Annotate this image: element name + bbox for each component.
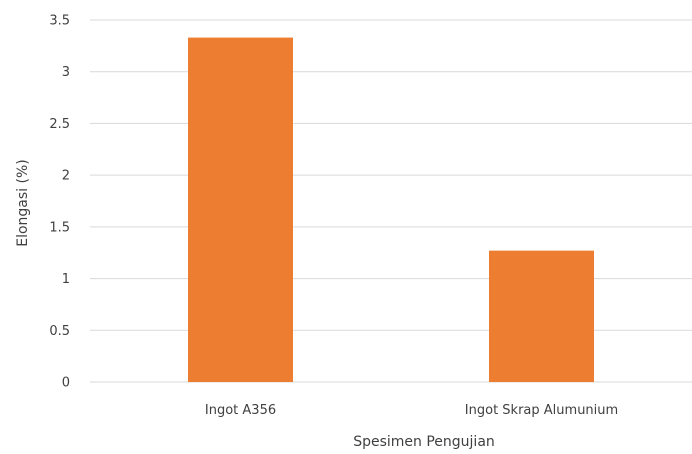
x-axis-title: Spesimen Pengujian — [353, 434, 495, 450]
y-tick-label: 0.5 — [49, 324, 70, 339]
x-tick-label: Ingot Skrap Alumunium — [465, 403, 618, 418]
y-axis-title: Elongasi (%) — [15, 159, 31, 247]
y-axis-ticks: 0 0.5 1 1.5 2 2.5 3 3.5 — [49, 14, 70, 391]
y-tick-label: 1.5 — [49, 220, 70, 235]
bar-1 — [188, 37, 293, 382]
y-tick-label: 3.5 — [49, 14, 70, 29]
y-tick-label: 0 — [62, 376, 70, 391]
x-tick-label: Ingot A356 — [205, 403, 276, 418]
x-axis-ticks: Ingot A356 Ingot Skrap Alumunium — [205, 403, 618, 418]
y-tick-label: 2 — [62, 169, 70, 184]
bar-2 — [489, 250, 594, 382]
y-tick-label: 3 — [62, 65, 70, 80]
bars — [188, 37, 594, 382]
y-tick-label: 2.5 — [49, 117, 70, 132]
gridlines — [90, 19, 692, 383]
y-tick-label: 1 — [62, 272, 70, 287]
